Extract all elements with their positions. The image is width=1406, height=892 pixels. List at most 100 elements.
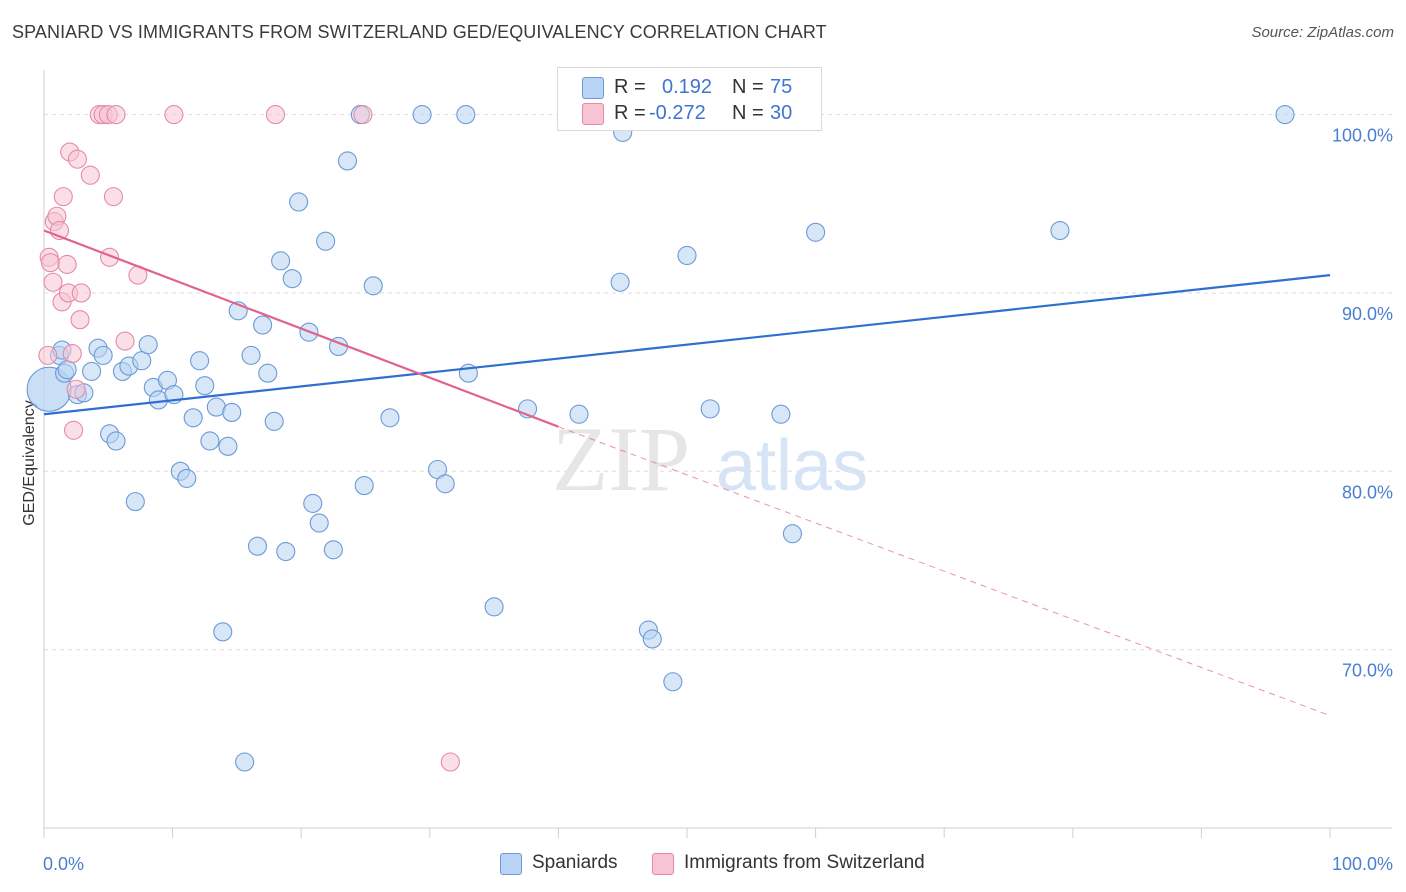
y-tick-labels: 100.0% 90.0% 80.0% 70.0% <box>1332 126 1393 681</box>
legend-n-value: 30 <box>770 102 793 124</box>
spaniard-point <box>138 335 158 355</box>
switzerland-point <box>103 187 123 207</box>
spaniard-point <box>253 315 273 335</box>
trend-lines <box>43 229 1331 717</box>
spaniards-trend-line <box>43 274 1331 416</box>
switzerland-point <box>70 310 90 330</box>
bottom-legend-label-switzerland: Immigrants from Switzerland <box>684 852 925 873</box>
switzerland-point <box>164 105 184 125</box>
watermark: ZIP atlas <box>552 408 868 510</box>
legend-r-value: 0.192 <box>662 76 713 98</box>
legend-n-label: N = <box>732 102 764 124</box>
spaniard-point <box>1050 220 1070 241</box>
spaniard-point <box>213 622 233 642</box>
spaniard-point <box>271 251 291 271</box>
spaniard-point <box>309 513 329 533</box>
switzerland-point <box>115 331 135 351</box>
spaniard-point <box>642 629 662 649</box>
spaniard-point <box>183 408 203 428</box>
spaniard-point <box>337 151 358 171</box>
spaniard-point <box>276 542 296 562</box>
switzerland-point <box>106 105 126 125</box>
spaniard-point <box>435 474 455 494</box>
chart-title: SPANIARD VS IMMIGRANTS FROM SWITZERLAND … <box>12 22 827 42</box>
source-credit: Source: ZipAtlas.com <box>1251 24 1394 41</box>
spaniard-point <box>363 276 383 296</box>
bottom-legend-label-spaniards: Spaniards <box>532 852 618 873</box>
legend-r-label: R = <box>614 102 646 124</box>
switzerland-point <box>80 165 100 185</box>
y-tick-label: 90.0% <box>1342 304 1393 324</box>
switzerland-point <box>43 272 63 292</box>
spaniard-point <box>484 597 504 617</box>
switzerland-point <box>53 187 73 207</box>
y-tick-label: 80.0% <box>1342 482 1393 502</box>
spaniard-point <box>782 524 803 544</box>
spaniard-point <box>354 476 374 496</box>
spaniard-point <box>177 468 197 488</box>
spaniard-point <box>663 672 683 692</box>
watermark-zip: ZIP <box>552 408 690 510</box>
y-tick-label: 100.0% <box>1332 126 1393 146</box>
spaniard-point <box>82 361 102 381</box>
spaniard-point <box>258 363 278 383</box>
series-spaniards-points <box>26 105 1295 772</box>
gridlines <box>44 114 1392 651</box>
spaniard-point <box>1275 105 1295 125</box>
legend-n-value: 75 <box>770 76 793 98</box>
switzerland-point <box>265 105 286 125</box>
spaniard-point <box>93 345 113 365</box>
spaniard-point <box>218 436 238 456</box>
y-axis-label: GED/Equivalency <box>21 400 38 525</box>
switzerland-point <box>64 420 84 440</box>
spaniard-point <box>323 540 343 560</box>
legend-swatch-switzerland <box>582 103 604 125</box>
spaniard-point <box>303 493 323 513</box>
switzerland-point <box>67 149 87 169</box>
y-tick-label: 70.0% <box>1342 661 1393 681</box>
switzerland-point <box>71 283 91 303</box>
spaniard-point <box>190 351 210 371</box>
bottom-legend-swatch-spaniards <box>500 853 522 875</box>
spaniard-point <box>412 105 432 125</box>
switzerland-point <box>353 105 373 125</box>
spaniard-point <box>806 222 826 242</box>
spaniard-point <box>222 402 242 422</box>
spaniard-point <box>241 345 261 365</box>
switzerland-point <box>40 253 60 273</box>
legend-r-value: -0.272 <box>649 102 706 124</box>
correlation-legend: R = 0.192 N = 75 R = -0.272 N = 30 <box>557 67 822 131</box>
spaniard-point <box>610 272 630 292</box>
spaniard-point <box>264 411 284 431</box>
spaniard-point <box>700 399 720 419</box>
spaniard-point <box>57 360 77 380</box>
spaniard-point <box>106 431 126 451</box>
spaniard-point <box>200 431 220 451</box>
spaniard-point <box>456 105 476 125</box>
spaniard-point <box>316 231 336 251</box>
spaniard-point <box>289 192 309 212</box>
switzerland-point <box>66 379 86 399</box>
x-tick-label: 100.0% <box>1332 854 1393 874</box>
x-tick-labels: 0.0% 100.0% <box>43 854 1393 874</box>
spaniard-point <box>380 408 400 428</box>
axes <box>43 70 1392 838</box>
switzerland-point <box>440 752 460 772</box>
watermark-atlas: atlas <box>716 426 868 506</box>
spaniard-point <box>195 376 215 396</box>
x-tick-label: 0.0% <box>43 854 84 874</box>
spaniard-point <box>771 404 791 424</box>
legend-n-label: N = <box>732 76 764 98</box>
switzerland-point <box>38 345 58 365</box>
spaniard-point <box>235 752 255 772</box>
spaniard-point <box>282 269 302 289</box>
spaniard-point <box>569 404 589 424</box>
legend-swatch-spaniards <box>582 77 604 99</box>
spaniard-point <box>132 351 152 371</box>
bottom-legend-swatch-switzerland <box>652 853 674 875</box>
switzerland-point <box>57 254 77 274</box>
switzerland-point <box>62 344 82 364</box>
spaniard-point <box>247 536 268 556</box>
switzerland-trend-extension <box>558 426 1331 717</box>
